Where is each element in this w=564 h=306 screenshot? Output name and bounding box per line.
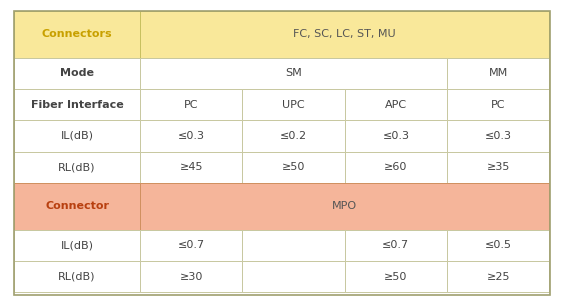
Bar xyxy=(447,151,549,183)
Text: ≤0.7: ≤0.7 xyxy=(178,241,205,251)
Bar xyxy=(447,230,549,261)
Bar xyxy=(447,89,549,120)
Bar xyxy=(243,261,345,293)
Bar xyxy=(243,89,345,120)
Bar xyxy=(14,230,140,261)
Bar xyxy=(140,11,549,58)
Text: Fiber Interface: Fiber Interface xyxy=(30,100,124,110)
Text: ≥25: ≥25 xyxy=(486,272,510,282)
Text: ≤0.3: ≤0.3 xyxy=(382,131,409,141)
Text: SM: SM xyxy=(285,68,302,78)
Bar xyxy=(243,120,345,151)
Text: ≤0.2: ≤0.2 xyxy=(280,131,307,141)
Text: ≥50: ≥50 xyxy=(282,162,305,172)
Bar xyxy=(14,183,140,230)
Bar xyxy=(14,89,140,120)
Bar xyxy=(345,151,447,183)
Bar xyxy=(243,230,345,261)
Bar xyxy=(243,151,345,183)
Text: ≤0.5: ≤0.5 xyxy=(484,241,512,251)
Bar xyxy=(447,261,549,293)
Bar xyxy=(140,58,447,89)
Text: ≤0.3: ≤0.3 xyxy=(484,131,512,141)
Text: PC: PC xyxy=(184,100,199,110)
Bar xyxy=(140,230,243,261)
Bar xyxy=(345,89,447,120)
Text: ≥35: ≥35 xyxy=(487,162,510,172)
Bar xyxy=(345,230,447,261)
Bar xyxy=(14,120,140,151)
Bar xyxy=(345,120,447,151)
Text: IL(dB): IL(dB) xyxy=(60,241,94,251)
Text: ≥45: ≥45 xyxy=(179,162,203,172)
Text: ≥50: ≥50 xyxy=(384,272,408,282)
Bar xyxy=(14,261,140,293)
Bar xyxy=(447,58,549,89)
Bar xyxy=(14,11,140,58)
Bar xyxy=(447,120,549,151)
Bar xyxy=(140,151,243,183)
Text: ≥30: ≥30 xyxy=(179,272,203,282)
Bar xyxy=(140,120,243,151)
Text: RL(dB): RL(dB) xyxy=(58,162,96,172)
Text: APC: APC xyxy=(385,100,407,110)
Text: ≥60: ≥60 xyxy=(384,162,408,172)
Text: ≤0.7: ≤0.7 xyxy=(382,241,409,251)
Bar xyxy=(140,89,243,120)
Text: MM: MM xyxy=(488,68,508,78)
Bar xyxy=(140,261,243,293)
Bar xyxy=(345,261,447,293)
Text: PC: PC xyxy=(491,100,505,110)
Text: FC, SC, LC, ST, MU: FC, SC, LC, ST, MU xyxy=(293,29,396,39)
Text: MPO: MPO xyxy=(332,201,357,211)
Text: Connectors: Connectors xyxy=(42,29,112,39)
Bar xyxy=(140,183,549,230)
Bar xyxy=(14,151,140,183)
Text: IL(dB): IL(dB) xyxy=(60,131,94,141)
Text: RL(dB): RL(dB) xyxy=(58,272,96,282)
Text: Connector: Connector xyxy=(45,201,109,211)
Text: UPC: UPC xyxy=(282,100,305,110)
Text: ≤0.3: ≤0.3 xyxy=(178,131,205,141)
Text: Mode: Mode xyxy=(60,68,94,78)
Bar xyxy=(14,58,140,89)
